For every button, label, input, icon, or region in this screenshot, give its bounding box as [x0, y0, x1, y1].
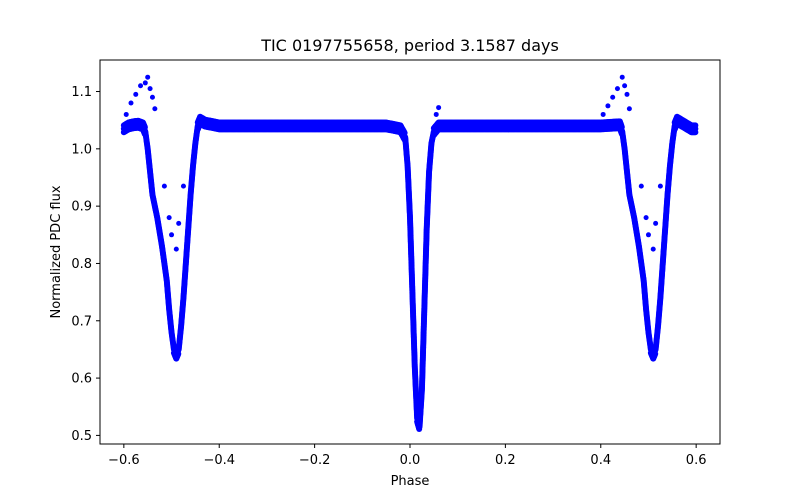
data-point	[692, 122, 699, 129]
outlier-point	[123, 111, 129, 117]
y-tick-label: 1.0	[71, 142, 92, 157]
outlier-point	[433, 111, 439, 117]
outlier-point	[650, 246, 656, 252]
outlier-point	[622, 83, 628, 89]
y-tick-label: 0.6	[71, 372, 92, 387]
outlier-point	[166, 215, 172, 221]
x-tick-label: 0.6	[686, 453, 707, 468]
outlier-point	[614, 86, 620, 92]
outlier-point	[653, 220, 659, 226]
data-point	[141, 124, 148, 131]
outlier-point	[173, 246, 179, 252]
outlier-point	[645, 232, 651, 238]
data-layer	[120, 74, 699, 433]
outlier-point	[142, 80, 148, 86]
x-tick-label: 0.4	[590, 453, 611, 468]
outlier-point	[657, 183, 663, 189]
y-axis: 0.5 0.6 0.7 0.8 0.9 1.0 1.1	[71, 85, 100, 444]
x-tick-label: −0.2	[299, 453, 331, 468]
outlier-point	[643, 215, 649, 221]
outlier-point	[138, 83, 144, 89]
outlier-point	[145, 74, 151, 80]
y-tick-label: 0.5	[71, 429, 92, 444]
x-tick-label: −0.4	[203, 453, 235, 468]
y-tick-label: 0.9	[71, 200, 92, 215]
data-point	[401, 129, 408, 136]
chart-title: TIC 0197755658, period 3.1587 days	[260, 36, 559, 55]
outlier-point	[605, 103, 611, 109]
outlier-point	[638, 183, 644, 189]
outlier-point	[626, 106, 632, 112]
outlier-point	[624, 91, 630, 97]
x-tick-label: 0.2	[495, 453, 516, 468]
data-point	[618, 124, 625, 131]
outlier-point	[610, 94, 616, 100]
x-tick-label: 0.0	[400, 453, 421, 468]
outlier-point	[128, 100, 134, 106]
y-tick-label: 0.7	[71, 314, 92, 329]
outlier-point	[436, 105, 442, 111]
x-tick-label: −0.6	[108, 453, 140, 468]
outlier-point	[176, 220, 182, 226]
y-tick-label: 0.8	[71, 257, 92, 272]
outlier-point	[161, 183, 167, 189]
x-axis-label: Phase	[391, 474, 430, 489]
outlier-point	[600, 111, 606, 117]
outlier-point	[133, 91, 139, 97]
outlier-point	[152, 106, 158, 112]
y-axis-label: Normalized PDC flux	[49, 185, 64, 318]
x-axis: −0.6 −0.4 −0.2 0.0 0.2 0.4 0.6	[108, 444, 706, 468]
outlier-point	[619, 74, 625, 80]
outlier-point	[169, 232, 175, 238]
outlier-point	[149, 94, 155, 100]
outlier-point	[147, 86, 153, 92]
outlier-point	[180, 183, 186, 189]
y-tick-label: 1.1	[71, 85, 92, 100]
